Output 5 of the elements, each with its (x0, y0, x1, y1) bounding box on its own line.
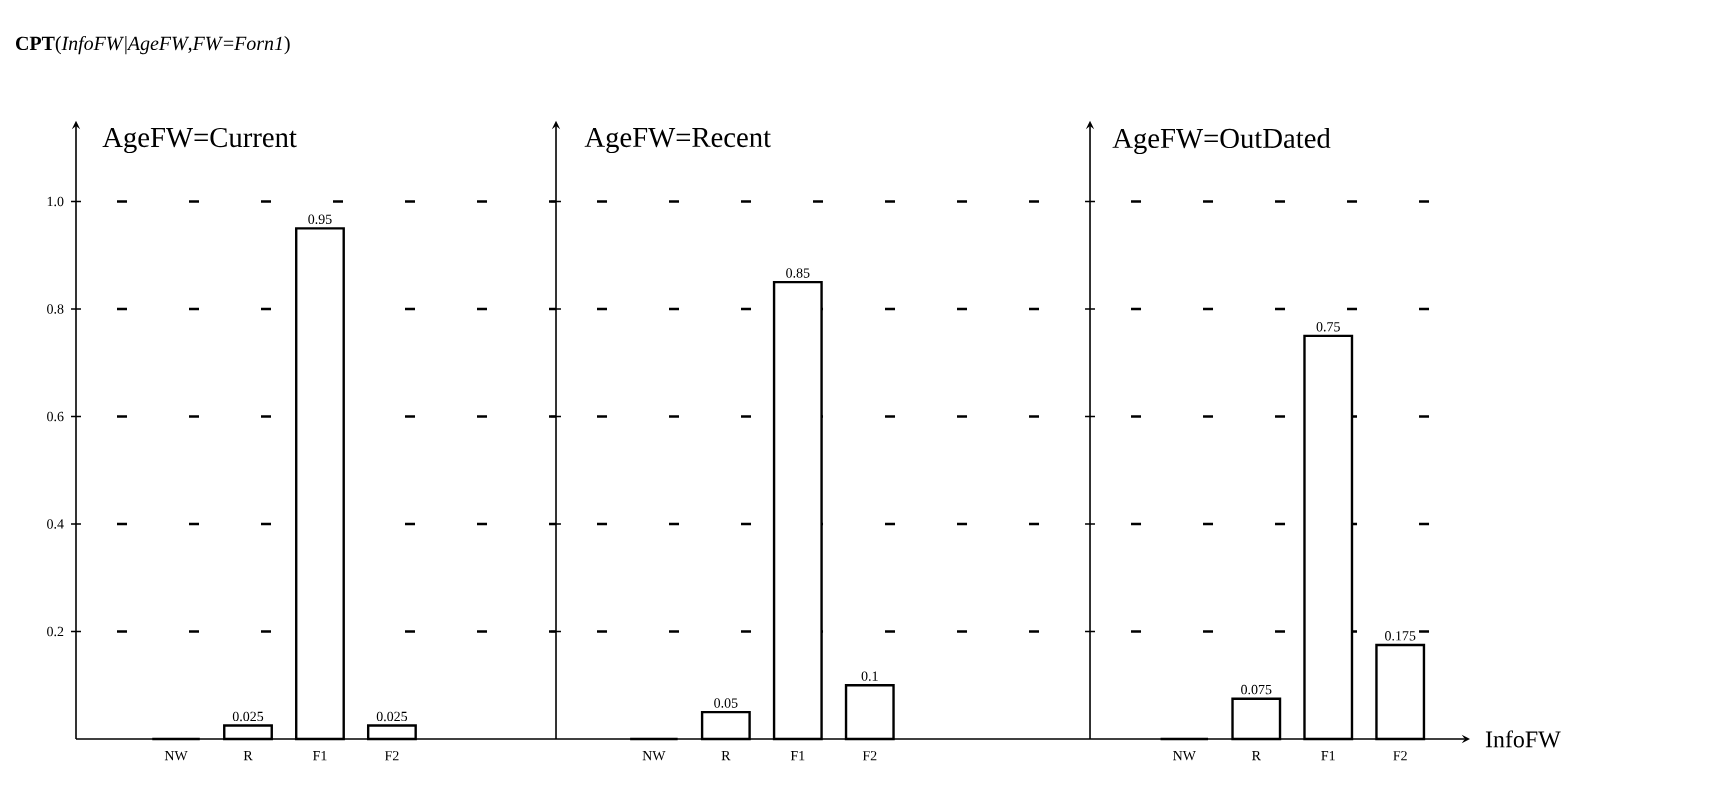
chart-subtitle: AgeFW=OutDated (1112, 127, 1331, 154)
chart-title: CPT(InfoFW|AgeFW,FW=Forn1) (16, 35, 290, 55)
chart-subtitle: AgeFW=Current (102, 127, 297, 154)
x-axis-title: InfoFW (1485, 730, 1561, 748)
chart-subtitle: AgeFW=Recent (584, 127, 771, 154)
